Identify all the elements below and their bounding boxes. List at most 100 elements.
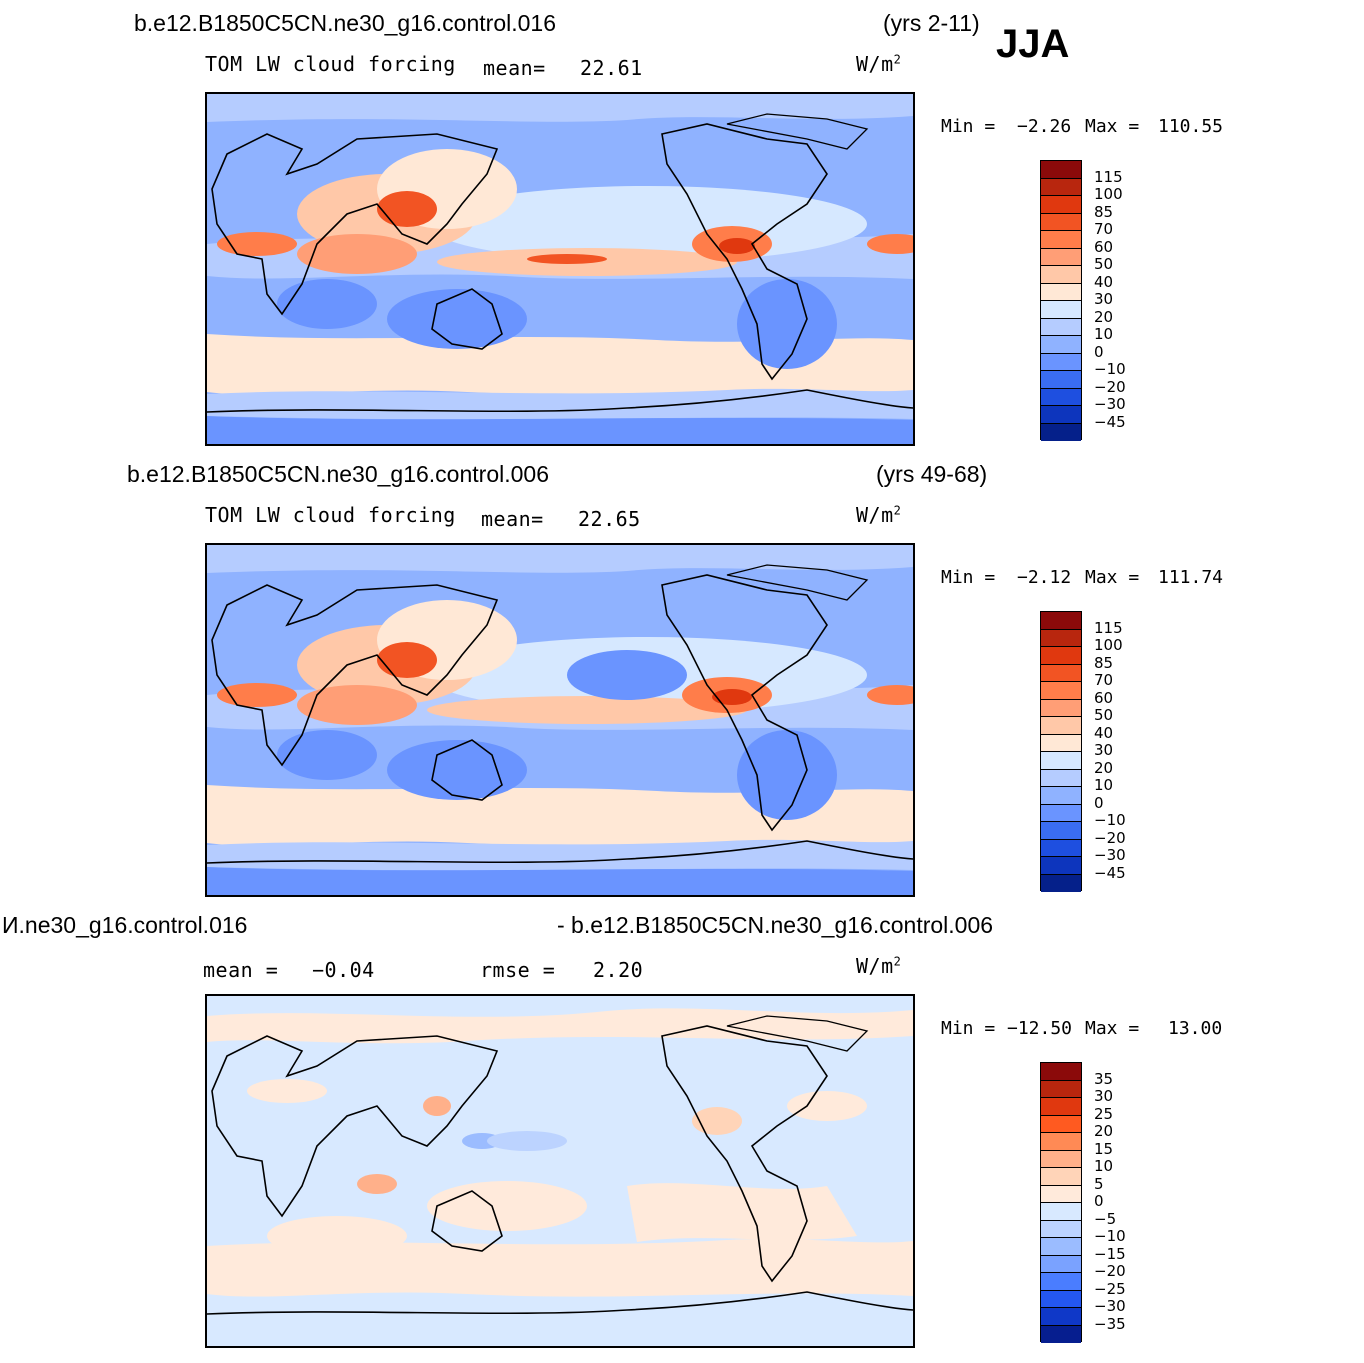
colorbar-swatch <box>1041 717 1081 735</box>
colorbar-tick-label: 20 <box>1094 758 1114 777</box>
colorbar-tick-label: −35 <box>1094 1314 1126 1333</box>
colorbar-swatch <box>1041 301 1081 319</box>
colorbar-swatch <box>1041 839 1081 857</box>
colorbar-tick-label: 30 <box>1094 290 1114 308</box>
colorbar-tick-label: 60 <box>1094 237 1114 256</box>
panel3-case-right: - b.e12.B1850C5CN.ne30_g16.control.006 <box>557 912 994 938</box>
colorbar-swatch <box>1041 371 1081 389</box>
colorbar-tick-label: 10 <box>1094 325 1114 343</box>
colorbar-swatch <box>1041 699 1081 717</box>
colorbar-tick-label: −30 <box>1094 1297 1126 1315</box>
colorbar-tick-label: 50 <box>1094 706 1114 724</box>
panel3-mean-value: −0.04 <box>312 958 375 982</box>
colorbar-swatch <box>1041 336 1081 354</box>
panel3-map <box>205 994 915 1348</box>
colorbar-swatch <box>1041 1308 1081 1326</box>
colorbar-swatch <box>1041 682 1081 700</box>
colorbar-tick-label: −30 <box>1094 846 1126 864</box>
colorbar-swatch <box>1041 787 1081 805</box>
colorbar-swatch <box>1041 406 1081 424</box>
colorbar-tick-label: 35 <box>1094 1069 1114 1088</box>
panel2-min-value: −2.12 <box>1017 567 1072 588</box>
colorbar-tick-label: 30 <box>1094 1087 1114 1105</box>
panel1-min-value: −2.26 <box>1017 116 1072 137</box>
colorbar-tick-label: −20 <box>1094 377 1126 396</box>
colorbar-swatch <box>1041 734 1081 752</box>
colorbar-swatch <box>1041 664 1081 682</box>
panel3-mean-label: mean = <box>203 958 279 982</box>
panel3-rmse-label: rmse = <box>480 958 556 982</box>
panel2-mean-label: mean= <box>481 507 544 531</box>
colorbar-tick-label: 70 <box>1094 220 1114 238</box>
colorbar-tick-label: −20 <box>1094 828 1126 847</box>
panel3-max-label: Max = <box>1085 1018 1140 1039</box>
colorbar-swatch <box>1041 1185 1081 1203</box>
colorbar-tick-label: 85 <box>1094 653 1114 672</box>
colorbar-tick-label: −45 <box>1094 863 1126 882</box>
colorbar-tick-label: −15 <box>1094 1244 1126 1263</box>
colorbar-tick-label: 0 <box>1094 793 1104 812</box>
colorbar-tick-label: 85 <box>1094 202 1114 221</box>
panel3-min-value: −12.50 <box>1007 1018 1073 1039</box>
panel2-units: W/m2 <box>856 503 902 527</box>
colorbar-tick-label: 0 <box>1094 1192 1104 1210</box>
colorbar-swatch <box>1041 647 1081 665</box>
colorbar-swatch <box>1041 1168 1081 1186</box>
colorbar-swatch <box>1041 1238 1081 1256</box>
panel1-mean-label: mean= <box>483 56 546 80</box>
colorbar-swatch <box>1041 353 1081 371</box>
panel2-max-label: Max = <box>1085 567 1140 588</box>
panel3-rmse-value: 2.20 <box>593 958 644 982</box>
panel2-max-value: 111.74 <box>1158 567 1224 588</box>
colorbar-swatch <box>1041 822 1081 840</box>
panel2-colorbar <box>1040 611 1082 892</box>
colorbar-swatch <box>1041 1080 1081 1098</box>
colorbar-swatch <box>1041 213 1081 231</box>
panel3-units: W/m2 <box>856 954 902 978</box>
colorbar-tick-label: 0 <box>1094 342 1104 361</box>
colorbar-swatch <box>1041 1273 1081 1291</box>
colorbar-tick-label: 100 <box>1094 636 1123 654</box>
colorbar-swatch <box>1041 1203 1081 1221</box>
colorbar-tick-label: 70 <box>1094 671 1114 689</box>
colorbar-swatch <box>1041 423 1081 441</box>
colorbar-swatch <box>1041 1098 1081 1116</box>
panel3-min-label: Min = <box>941 1018 996 1039</box>
colorbar-swatch <box>1041 1220 1081 1238</box>
colorbar-swatch <box>1041 248 1081 266</box>
panel3-case-left: И.ne30_g16.control.016 <box>2 912 248 938</box>
colorbar-tick-label: −10 <box>1094 811 1126 829</box>
colorbar-tick-label: −10 <box>1094 360 1126 378</box>
colorbar-swatch <box>1041 629 1081 647</box>
colorbar-swatch <box>1041 178 1081 196</box>
panel2-map <box>205 543 915 897</box>
panel2-map-field <box>207 545 913 895</box>
colorbar-swatch <box>1041 161 1081 179</box>
colorbar-swatch <box>1041 1290 1081 1308</box>
colorbar-tick-label: −30 <box>1094 395 1126 413</box>
colorbar-swatch <box>1041 1063 1081 1081</box>
colorbar-tick-label: 10 <box>1094 1157 1114 1175</box>
panel2-case-name: b.e12.B1850C5CN.ne30_g16.control.006 <box>127 461 549 487</box>
colorbar-tick-label: 25 <box>1094 1104 1114 1123</box>
panel1-map-field <box>207 94 913 444</box>
panel3-map-field <box>207 996 913 1346</box>
season-label: JJA <box>996 22 1070 66</box>
colorbar-swatch <box>1041 769 1081 787</box>
colorbar-tick-label: 115 <box>1094 167 1123 186</box>
colorbar-swatch <box>1041 1255 1081 1273</box>
colorbar-swatch <box>1041 318 1081 336</box>
panel1-units: W/m2 <box>856 52 902 76</box>
colorbar-swatch <box>1041 1325 1081 1343</box>
panel1-map <box>205 92 915 446</box>
panel1-case-name: b.e12.B1850C5CN.ne30_g16.control.016 <box>134 10 556 36</box>
panel1-max-value: 110.55 <box>1158 116 1224 137</box>
colorbar-swatch <box>1041 752 1081 770</box>
panel2-mean-value: 22.65 <box>578 507 641 531</box>
panel1-variable: TOM LW cloud forcing <box>205 52 456 76</box>
colorbar-tick-label: 60 <box>1094 688 1114 707</box>
colorbar-swatch <box>1041 196 1081 214</box>
panel2-variable: TOM LW cloud forcing <box>205 503 456 527</box>
panel2-years: (yrs 49-68) <box>876 461 988 487</box>
colorbar-tick-label: −10 <box>1094 1227 1126 1245</box>
